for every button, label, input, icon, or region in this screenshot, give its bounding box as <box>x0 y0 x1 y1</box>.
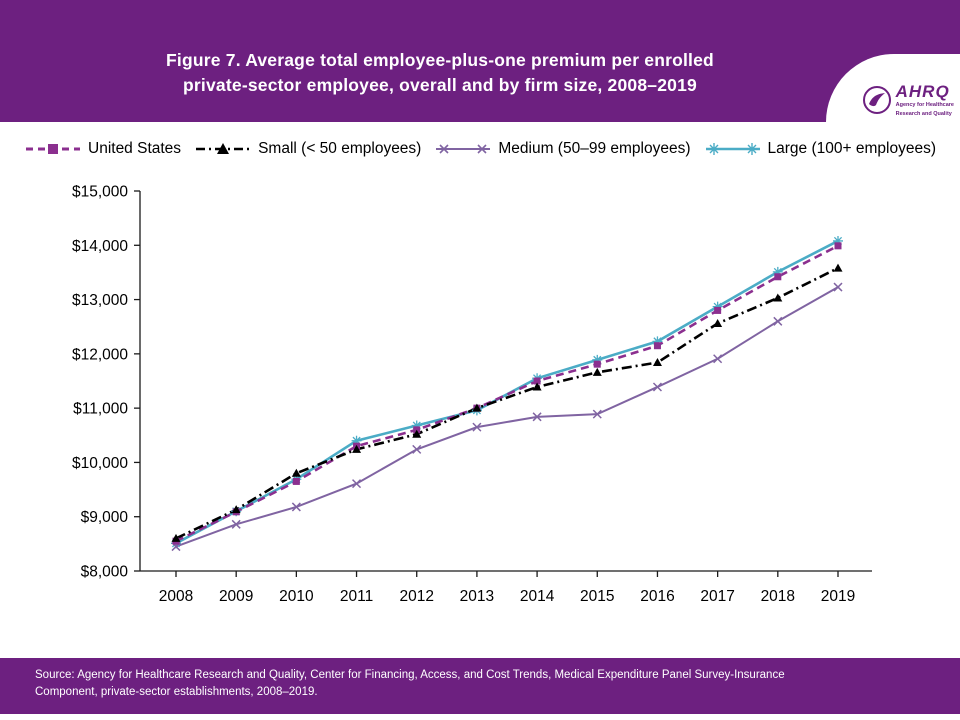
y-tick-label: $11,000 <box>73 401 128 418</box>
marker-triangle <box>412 429 422 438</box>
marker-x <box>773 316 783 326</box>
chart-legend: United States Small (< 50 employees) Med… <box>0 140 960 158</box>
ahrq-logo-text: AHRQ <box>895 81 950 101</box>
legend-item-small: Small (< 50 employees) <box>194 140 421 158</box>
ahrq-tagline-line1: Agency for Healthcare <box>895 101 954 108</box>
marker-x <box>291 502 301 512</box>
legend-item-united-states: United States <box>24 140 181 158</box>
header-banner: Figure 7. Average total employee-plus-on… <box>0 0 960 122</box>
marker-square <box>714 306 722 314</box>
x-tick-label: 2008 <box>159 588 193 605</box>
legend-item-medium: Medium (50–99 employees) <box>434 140 691 158</box>
marker-asterisk <box>592 354 603 365</box>
series-line-2 <box>175 286 839 548</box>
marker-asterisk <box>411 420 422 431</box>
marker-asterisk <box>833 235 843 246</box>
marker-x <box>652 382 662 392</box>
marker-x <box>592 409 602 419</box>
marker-triangle <box>171 533 181 542</box>
marker-asterisk <box>772 266 783 277</box>
x-tick-label: 2014 <box>520 588 555 605</box>
marker-square <box>533 377 541 385</box>
marker-x <box>412 444 422 454</box>
marker-square <box>834 242 842 250</box>
x-tick-label: 2015 <box>580 588 614 605</box>
legend-swatch-large-icon <box>705 143 760 155</box>
source-text: Source: Agency for Healthcare Research a… <box>35 669 785 699</box>
marker-x <box>833 282 843 292</box>
ahrq-tagline-line2: Research and Quality <box>895 110 952 117</box>
marker-triangle <box>713 318 723 327</box>
marker-asterisk <box>712 301 723 312</box>
logo-area: AHRQ Agency for Healthcare Research and … <box>826 54 960 122</box>
x-tick-label: 2016 <box>640 588 674 605</box>
legend-label-medium: Medium (50–99 employees) <box>498 140 691 157</box>
legend-swatch-medium-icon <box>436 144 491 154</box>
y-tick-label: $13,000 <box>72 292 128 309</box>
y-tick-label: $12,000 <box>72 346 128 363</box>
marker-square <box>653 342 661 350</box>
y-tick-label: $10,000 <box>72 455 128 472</box>
marker-triangle <box>291 468 301 477</box>
series-line-3 <box>175 239 839 545</box>
hhs-logo-icon <box>862 86 891 115</box>
x-tick-label: 2017 <box>700 588 734 605</box>
marker-x <box>352 479 362 489</box>
legend-label-large: Large (100+ employees) <box>767 140 936 157</box>
marker-asterisk <box>652 336 663 347</box>
chart-area: $8,000 $9,000 $10,000 $11,000 $12,000 $13,000… <box>0 176 960 641</box>
x-tick-label: 2013 <box>460 588 494 605</box>
figure-title-line2: private-sector employee, overall and by … <box>183 75 697 96</box>
x-tick-label: 2011 <box>340 588 373 605</box>
marker-x <box>472 422 482 432</box>
legend-label-united-states: United States <box>88 140 182 157</box>
y-tick-label: $15,000 <box>72 184 128 201</box>
legend-item-large: Large (100+ employees) <box>704 140 936 158</box>
marker-x <box>532 412 542 422</box>
legend-swatch-small-icon <box>196 143 251 154</box>
marker-square <box>774 273 782 281</box>
legend-label-small: Small (< 50 employees) <box>258 140 422 157</box>
x-tick-label: 2012 <box>399 588 433 605</box>
ahrq-logo: AHRQ Agency for Healthcare Research and … <box>896 83 954 118</box>
series-line-0 <box>175 244 839 543</box>
y-tick-label: $8,000 <box>81 564 129 581</box>
marker-triangle <box>532 382 542 391</box>
x-tick-label: 2018 <box>761 588 795 605</box>
marker-triangle <box>833 263 843 272</box>
y-tick-label: $9,000 <box>81 509 129 526</box>
marker-asterisk <box>351 435 362 446</box>
source-footer: Source: Agency for Healthcare Research a… <box>0 658 960 714</box>
marker-square <box>292 477 300 485</box>
marker-triangle <box>652 358 662 367</box>
marker-triangle <box>352 444 362 453</box>
series-line-1 <box>175 266 839 540</box>
legend-swatch-united-states-icon <box>26 144 80 154</box>
x-tick-label: 2010 <box>279 588 314 605</box>
marker-triangle <box>592 367 602 376</box>
figure-title-line1: Figure 7. Average total employee-plus-on… <box>166 50 714 70</box>
marker-square <box>593 360 601 368</box>
marker-x <box>713 354 723 364</box>
marker-triangle <box>472 403 482 412</box>
figure-title: Figure 7. Average total employee-plus-on… <box>60 48 820 99</box>
marker-triangle <box>773 293 783 302</box>
y-tick-label: $14,000 <box>72 238 128 255</box>
x-tick-label: 2009 <box>219 588 253 605</box>
marker-triangle <box>231 505 241 514</box>
line-chart: $8,000 $9,000 $10,000 $11,000 $12,000 $13,000… <box>72 184 872 605</box>
x-tick-label: 2019 <box>821 588 855 605</box>
marker-x <box>231 519 241 529</box>
